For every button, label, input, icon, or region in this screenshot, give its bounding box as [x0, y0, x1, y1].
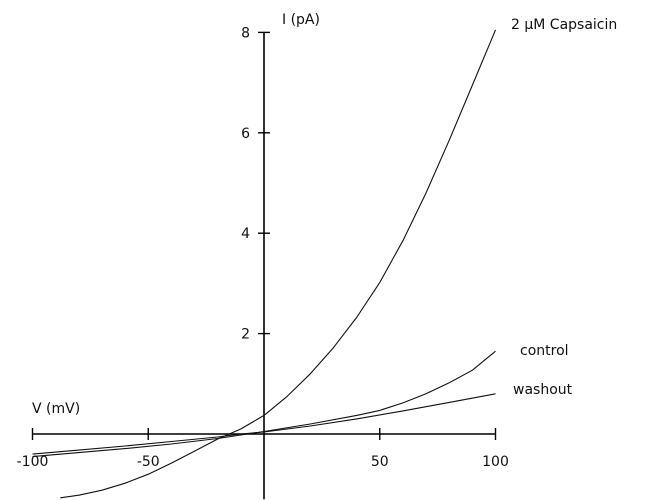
series-line-control — [32, 350, 496, 458]
axes: -100 -50 50 100 2 4 6 8 — [17, 25, 509, 500]
x-tick-label: 50 — [371, 454, 389, 470]
y-tick-label: 8 — [241, 25, 250, 41]
series-label-capsaicin: 2 µM Capsaicin — [511, 17, 617, 33]
y-tick-label: 2 — [241, 327, 250, 343]
y-tick-label: 4 — [241, 226, 250, 242]
y-axis-title: I (pA) — [282, 12, 320, 28]
series-label-control: control — [520, 343, 569, 359]
x-tick-label: 100 — [482, 454, 509, 470]
labels: I (pA) V (mV) 2 µM Capsaicin control was… — [32, 12, 617, 417]
x-tick-label: -100 — [17, 454, 49, 470]
series-layer — [32, 29, 497, 499]
series-line-washout — [32, 393, 496, 455]
x-tick-label: -50 — [137, 454, 160, 470]
series-line-capsaicin — [60, 29, 497, 499]
series-label-washout: washout — [513, 382, 573, 398]
y-tick-label: 6 — [241, 126, 250, 142]
x-axis-title: V (mV) — [32, 401, 80, 417]
